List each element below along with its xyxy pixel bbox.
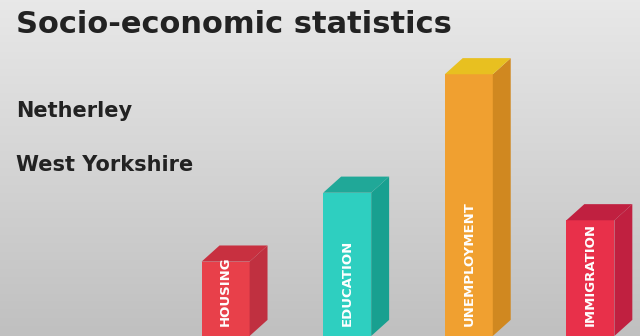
Text: UNEMPLOYMENT: UNEMPLOYMENT [462, 201, 476, 326]
Polygon shape [323, 193, 371, 336]
Polygon shape [323, 177, 389, 193]
Polygon shape [445, 58, 511, 74]
Polygon shape [493, 58, 511, 336]
Text: Netherley: Netherley [16, 101, 132, 121]
Polygon shape [202, 246, 268, 262]
Text: HOUSING: HOUSING [219, 256, 232, 326]
Text: IMMIGRATION: IMMIGRATION [584, 223, 597, 326]
Polygon shape [566, 220, 614, 336]
Text: Socio-economic statistics: Socio-economic statistics [16, 10, 452, 39]
Polygon shape [371, 177, 389, 336]
Text: West Yorkshire: West Yorkshire [16, 155, 193, 175]
Polygon shape [445, 74, 493, 336]
Polygon shape [614, 204, 632, 336]
Polygon shape [202, 262, 250, 336]
Text: EDUCATION: EDUCATION [340, 240, 354, 326]
Polygon shape [566, 204, 632, 220]
Polygon shape [250, 246, 268, 336]
